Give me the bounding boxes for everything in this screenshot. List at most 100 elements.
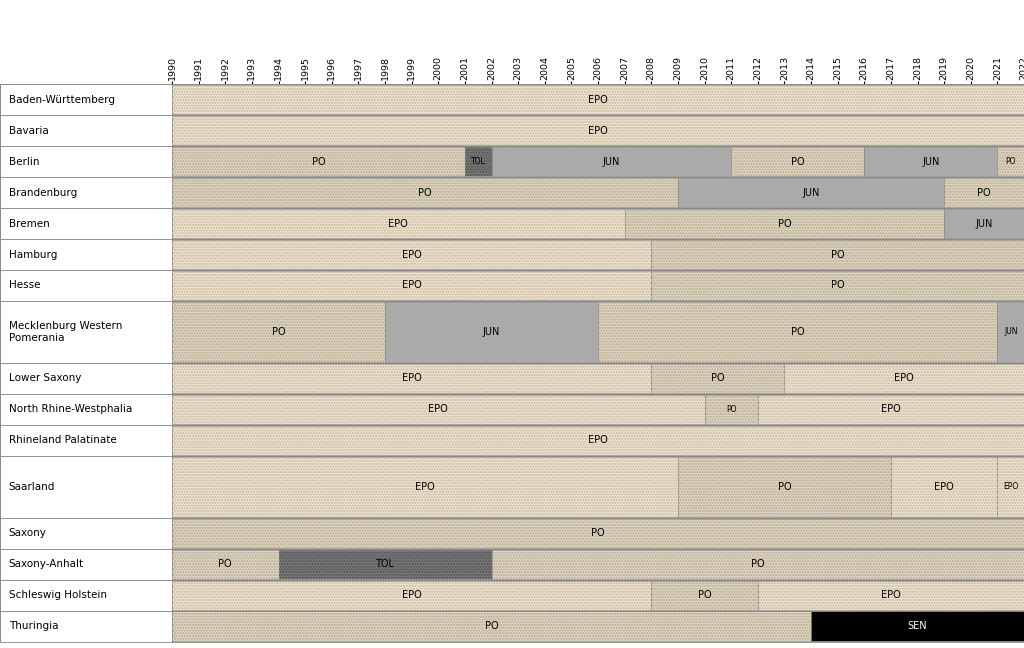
Bar [172,209,625,238]
Bar [758,581,1024,610]
Bar [811,612,1024,641]
Bar [0,549,172,579]
Bar [172,518,1024,549]
Text: PO: PO [777,481,792,492]
Bar [625,209,944,238]
Text: EPO: EPO [588,126,608,135]
Bar [172,116,1024,145]
Bar [0,84,172,115]
Text: PO: PO [311,157,326,167]
Bar [172,364,651,393]
Text: PO: PO [271,327,286,337]
Bar [172,239,1024,270]
Bar [997,302,1024,362]
Bar [0,394,172,425]
Text: PO: PO [777,218,792,229]
Bar [172,208,1024,239]
Text: PO: PO [830,281,845,290]
Bar [944,178,1024,207]
Bar [172,518,1024,548]
Text: Saxony-Anhalt: Saxony-Anhalt [8,559,84,569]
Bar [172,394,1024,425]
Bar [651,364,784,393]
Text: EPO: EPO [401,590,422,600]
Text: PO: PO [726,405,736,414]
Bar [172,271,651,300]
Bar [465,147,492,176]
Bar [944,209,1024,238]
Bar [0,239,172,270]
Bar [172,178,678,207]
Bar [0,177,172,208]
Bar [651,271,1024,300]
Bar [731,147,864,176]
Text: EPO: EPO [401,249,422,259]
Bar [625,209,944,238]
Text: PO: PO [791,157,805,167]
Text: Berlin: Berlin [8,157,39,167]
Bar [172,550,279,579]
Text: Saarland: Saarland [8,481,55,492]
Text: EPO: EPO [415,481,435,492]
Text: Hamburg: Hamburg [8,249,57,259]
Text: Bremen: Bremen [8,218,49,229]
Bar [172,85,1024,114]
Text: Rhineland Palatinate: Rhineland Palatinate [8,435,117,445]
Bar [864,147,997,176]
Bar [678,457,891,516]
Bar [0,518,172,549]
Bar [784,364,1024,393]
Bar [172,581,651,610]
Bar [172,395,705,424]
Bar [172,177,1024,208]
Text: PO: PO [791,327,805,337]
Text: JUN: JUN [803,188,819,198]
Bar [731,147,864,176]
Text: EPO: EPO [881,404,901,414]
Text: TOL: TOL [376,559,394,569]
Text: EPO: EPO [588,435,608,445]
Bar [172,457,678,516]
Bar [172,610,1024,642]
Text: EPO: EPO [881,590,901,600]
Bar [172,301,1024,363]
Bar [891,457,997,516]
Text: JUN: JUN [1004,327,1018,336]
Bar [705,395,758,424]
Bar [997,457,1024,516]
Bar [891,457,997,516]
Bar [172,240,651,269]
Bar [279,550,492,579]
Text: Thuringia: Thuringia [8,621,58,631]
Bar [279,550,492,579]
Text: Hesse: Hesse [8,281,40,290]
Bar [0,146,172,177]
Text: North Rhine-Westphalia: North Rhine-Westphalia [8,404,132,414]
Text: PO: PO [977,188,991,198]
Bar [0,456,172,518]
Bar [172,302,385,362]
Bar [758,395,1024,424]
Bar [678,457,891,516]
Bar [172,364,651,393]
Bar [172,178,678,207]
Bar [172,209,625,238]
Text: PO: PO [830,249,845,259]
Text: PO: PO [1006,157,1016,166]
Bar [0,610,172,642]
Bar [172,549,1024,579]
Bar [172,579,1024,610]
Bar [651,240,1024,269]
Bar [944,178,1024,207]
Bar [385,302,598,362]
Bar [172,518,1024,548]
Text: Schleswig Holstein: Schleswig Holstein [8,590,106,600]
Text: EPO: EPO [934,481,954,492]
Bar [598,302,997,362]
Bar [172,395,705,424]
Bar [651,271,1024,300]
Bar [0,363,172,394]
Text: Baden-Württemberg: Baden-Württemberg [8,95,115,105]
Text: PO: PO [751,559,765,569]
Bar [0,579,172,610]
